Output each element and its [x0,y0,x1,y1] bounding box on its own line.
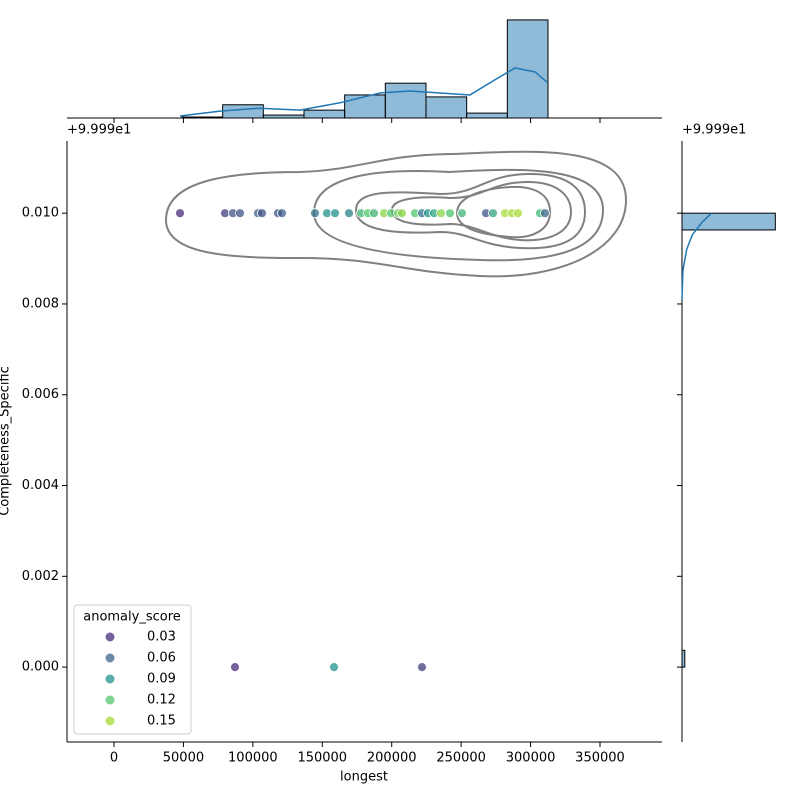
hist-bar [681,212,776,231]
point [257,208,267,219]
hist-bar [425,96,468,119]
legend-marker [105,653,115,663]
x-tick-label: 100000 [228,751,278,766]
hist-bar [181,116,224,119]
point [513,208,523,219]
point [277,208,287,219]
hist-bar [384,82,427,119]
kde-contour [312,168,605,262]
point [417,662,427,673]
hist-bar [466,112,508,119]
x-tick-label: 350000 [575,751,625,766]
legend-label: 0.09 [147,672,176,687]
y-tick-label: 0.008 [22,296,59,311]
legend: anomaly_score 0.03 0.06 0.09 0.12 0.15 [73,604,192,735]
scatter-points [175,208,550,673]
x-tick-label: 150000 [297,751,347,766]
kde-contour [164,150,628,278]
y-tick-label: 0.004 [22,478,59,493]
point [457,208,467,219]
y-offset-label: +9.999e1 [682,123,746,138]
point [175,208,185,219]
hist-bar [303,109,346,119]
y-tick-label: 0.006 [22,387,59,402]
y-axis-label: Completeness_Specific [0,366,13,516]
point [235,208,245,219]
kde-line [179,67,548,117]
point [329,662,339,673]
legend-label: 0.15 [147,714,176,729]
legend-label: 0.03 [147,630,176,645]
x-tick-label: 200000 [367,751,417,766]
hist-bar [222,104,264,119]
hist-bar [262,114,305,119]
hist-bar [344,94,386,119]
x-tick-label: 250000 [436,751,486,766]
legend-marker [105,695,115,705]
legend-marker [105,632,115,642]
x-tick-label: 50000 [163,751,204,766]
x-tick-label: 300000 [506,751,556,766]
point [344,208,354,219]
point [310,208,320,219]
legend-marker [105,716,115,726]
right-histogram [681,212,776,668]
point [397,208,407,219]
legend-label: 0.12 [147,693,176,708]
point [488,208,498,219]
kde-contour [455,185,552,239]
point [436,208,446,219]
hist-bar [681,649,686,668]
legend-title: anomaly_score [83,610,181,625]
kde-contour [354,172,587,250]
x-axis-label: longest [340,770,388,785]
point [540,208,550,219]
legend-marker [105,674,115,684]
kde-contours [164,150,628,278]
y-tick-label: 0.000 [22,660,59,675]
top-histogram [179,19,549,119]
point [230,662,240,673]
point [330,208,340,219]
y-tick-label: 0.010 [22,206,59,221]
point [369,208,379,219]
kde-contour [390,180,573,242]
y-offset-label: +9.999e1 [67,123,131,138]
x-tick-label: 0 [110,751,118,766]
legend-box [73,604,192,735]
kde-line [681,212,712,300]
point [445,208,455,219]
y-tick-label: 0.002 [22,569,59,584]
legend-label: 0.06 [147,651,176,666]
